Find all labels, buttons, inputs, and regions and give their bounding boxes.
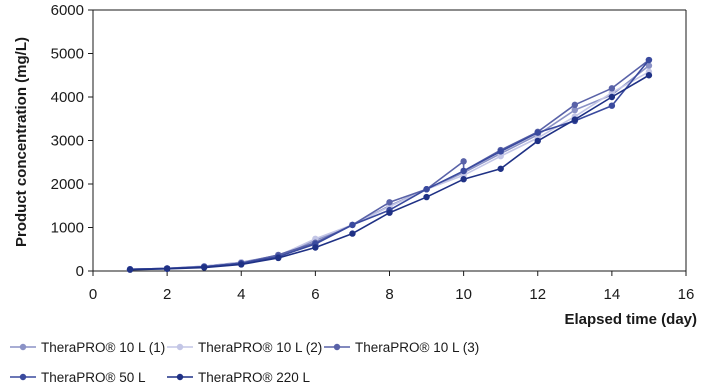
data-point (423, 193, 430, 201)
x-tick-label: 4 (237, 286, 245, 303)
x-tick-label: 0 (89, 286, 97, 303)
series-5 (126, 72, 653, 273)
legend-label: TheraPRO® 10 L (2) (198, 340, 322, 355)
x-tick-label: 8 (385, 286, 393, 303)
legend-item: TheraPRO® 220 L (167, 370, 310, 385)
data-point (386, 199, 393, 206)
x-axis-title: Elapsed time (day) (564, 311, 697, 328)
legend-item: TheraPRO® 10 L (2) (167, 340, 322, 355)
legend-item: TheraPRO® 10 L (3) (324, 340, 479, 355)
data-point (238, 261, 245, 268)
series-line (130, 74, 650, 271)
y-axis-title: Product concentration (mg/L) (13, 37, 30, 247)
legend-label: TheraPRO® 10 L (3) (355, 340, 479, 355)
y-tick-label: 6000 (51, 2, 84, 19)
series-line (130, 71, 650, 271)
data-point (497, 165, 504, 172)
legend-item: TheraPRO® 10 L (1) (10, 340, 165, 355)
data-point (608, 93, 616, 101)
legend-item: TheraPRO® 50 L (10, 370, 146, 385)
y-tick-label: 3000 (51, 133, 84, 150)
series-layer (126, 56, 653, 273)
data-point (571, 116, 579, 123)
data-point (460, 167, 467, 175)
x-tick-label: 12 (529, 286, 546, 303)
data-point (349, 221, 356, 229)
data-point (608, 85, 616, 92)
data-point (126, 266, 134, 273)
data-point (460, 158, 467, 165)
data-point (460, 176, 467, 183)
y-tick-label: 4000 (51, 89, 84, 106)
data-point (349, 230, 356, 237)
data-point (497, 148, 504, 155)
data-point (497, 152, 504, 160)
data-point (645, 72, 653, 79)
x-tick-label: 6 (311, 286, 319, 303)
data-point (571, 101, 579, 109)
data-point (645, 62, 653, 69)
data-point (534, 129, 541, 136)
x-tick-label: 2 (163, 286, 171, 303)
legend-marker (19, 343, 27, 351)
legend-marker (333, 343, 341, 351)
x-tick-label: 10 (455, 286, 472, 303)
y-tick-label: 5000 (51, 46, 84, 63)
legend-marker (176, 343, 184, 351)
legend-marker (176, 373, 184, 381)
data-point (534, 137, 541, 145)
legend: TheraPRO® 10 L (1) TheraPRO® 10 L (2) Ther… (10, 340, 479, 385)
chart-axes: 0 1000 2000 3000 4000 5000 6000 0 2 4 6 8 10 12 14 16 (51, 2, 695, 303)
data-point (386, 209, 393, 216)
x-ticks: 0 2 4 6 8 10 12 14 16 (89, 271, 695, 303)
data-point (312, 244, 319, 251)
data-point (608, 102, 616, 109)
data-point (423, 186, 430, 193)
series-4 (126, 56, 653, 273)
data-point (163, 265, 171, 273)
series-2 (126, 68, 653, 273)
legend-label: TheraPRO® 220 L (198, 370, 310, 385)
data-point (200, 264, 208, 271)
y-tick-label: 1000 (51, 220, 84, 237)
series-1 (126, 62, 653, 273)
series-line (130, 65, 650, 271)
legend-label: TheraPRO® 10 L (1) (41, 340, 165, 355)
legend-marker (19, 373, 27, 381)
data-point (571, 106, 579, 114)
series-3 (126, 56, 653, 273)
y-ticks: 0 1000 2000 3000 4000 5000 6000 (51, 2, 93, 280)
series-line (130, 59, 650, 271)
legend-label: TheraPRO® 50 L (41, 370, 146, 385)
x-tick-label: 16 (678, 286, 695, 303)
y-tick-label: 0 (76, 263, 84, 280)
data-point (275, 254, 282, 262)
y-tick-label: 2000 (51, 176, 84, 193)
series-line (130, 59, 650, 271)
x-tick-label: 14 (604, 286, 621, 303)
data-point (645, 56, 653, 64)
